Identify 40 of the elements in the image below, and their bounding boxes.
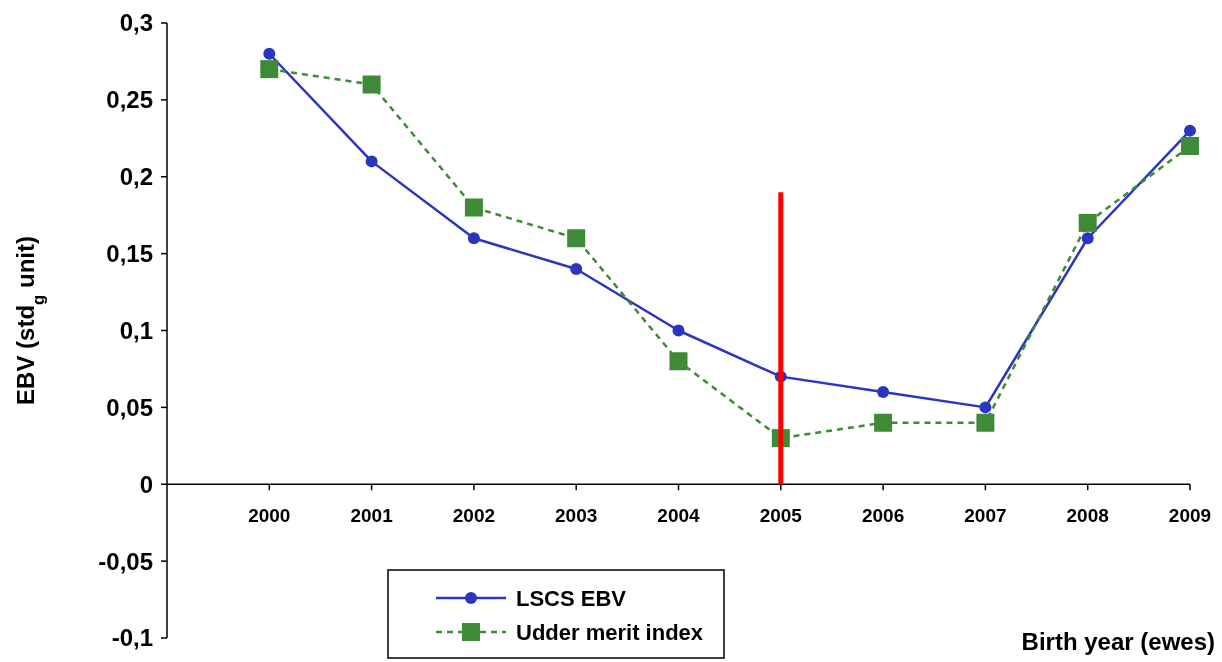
- x-tick-label: 2006: [861, 505, 905, 527]
- x-tick-label: 2009: [1168, 505, 1212, 527]
- legend-label: LSCS EBV: [516, 585, 627, 611]
- y-tick-label: 0,05: [106, 393, 153, 421]
- point: [979, 401, 992, 414]
- y-tick-label: 0: [139, 470, 153, 498]
- x-tick-label: 2008: [1066, 505, 1109, 527]
- point: [567, 229, 586, 248]
- legend-label: Udder merit index: [516, 619, 704, 645]
- x-tick-label: 2005: [759, 505, 803, 527]
- y-tick-label: 0,3: [119, 9, 153, 37]
- point: [464, 198, 483, 217]
- point: [877, 386, 890, 398]
- point: [874, 413, 893, 432]
- point: [467, 232, 480, 245]
- y-tick-label: -0,05: [98, 547, 153, 575]
- point: [1078, 213, 1097, 232]
- x-tick-label: 2003: [555, 505, 598, 527]
- point: [1181, 137, 1199, 155]
- y-tick-label: 0,2: [119, 163, 153, 191]
- point: [365, 155, 378, 168]
- x-tick-label: 2004: [657, 505, 701, 527]
- x-tick-label: 2007: [964, 505, 1007, 527]
- x-axis-title: Birth year (ewes): [1021, 628, 1215, 655]
- x-tick-label: 2002: [452, 505, 496, 527]
- point: [260, 60, 279, 79]
- y-tick-label: 0,15: [106, 240, 153, 268]
- point: [570, 263, 583, 275]
- y-tick-label: 0,1: [119, 316, 153, 344]
- point: [362, 75, 381, 94]
- point: [976, 413, 995, 432]
- x-tick-label: 2000: [248, 505, 291, 527]
- point: [1081, 232, 1094, 245]
- x-tick-label: 2001: [350, 505, 394, 527]
- point: [669, 352, 688, 371]
- point: [1184, 124, 1196, 137]
- y-tick-label: -0,1: [111, 624, 153, 652]
- point: [263, 47, 276, 60]
- point: [672, 324, 685, 337]
- y-tick-label: 0,25: [106, 86, 153, 114]
